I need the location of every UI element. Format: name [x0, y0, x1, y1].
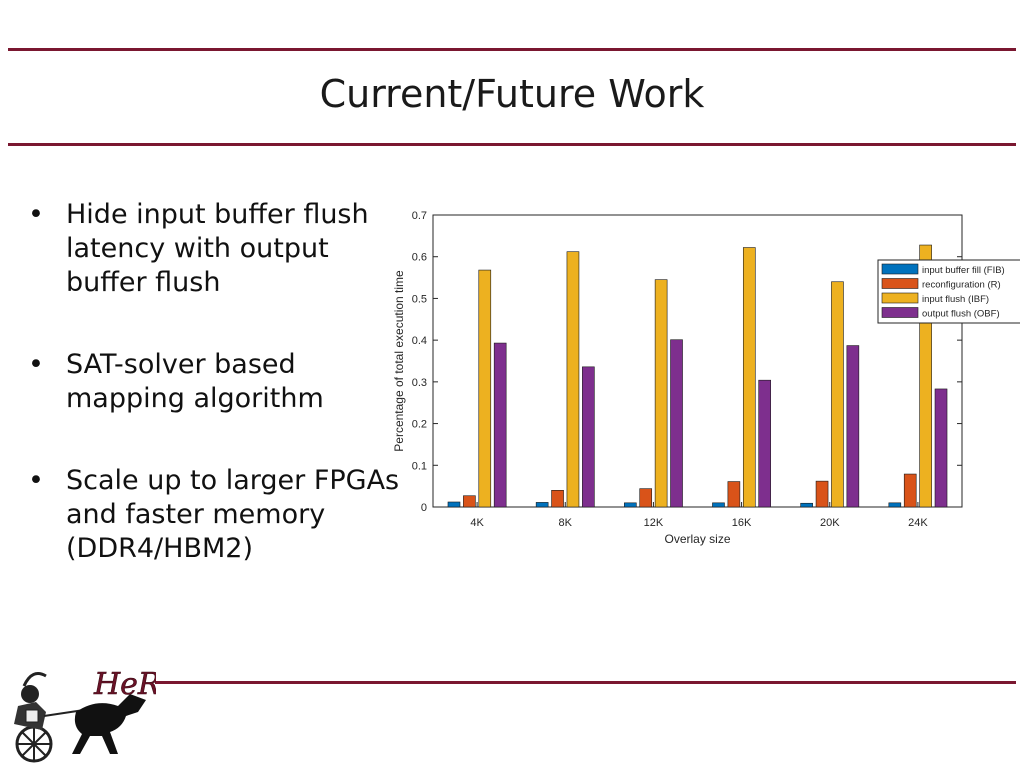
bar [624, 502, 637, 508]
bullet-item: • Hide input buffer flush latency with ou… [28, 198, 408, 300]
x-axis-label: Overlay size [664, 532, 730, 546]
page-title: Current/Future Work [319, 72, 705, 116]
x-tick-label: 12K [644, 517, 664, 529]
bullet-marker: • [28, 199, 44, 230]
legend-swatch [881, 307, 919, 318]
herc-logo: HeRC [14, 667, 156, 763]
bar [742, 247, 756, 508]
legend-swatch [881, 292, 919, 304]
bar [670, 339, 683, 508]
legend-label: reconfiguration (R) [922, 280, 1001, 291]
bar [654, 279, 668, 508]
legend-swatch [881, 278, 919, 289]
bullet-item: • SAT-solver based mapping algorithm [28, 348, 408, 416]
bar [831, 281, 844, 508]
bottom-rule [155, 681, 1016, 684]
bullet-list: • Hide input buffer flush latency with ou… [28, 198, 408, 614]
bullet-marker: • [28, 465, 44, 496]
y-tick-label: 0 [421, 502, 427, 514]
bullet-text: Scale up to larger FPGAs and faster memo… [66, 465, 400, 564]
bar [903, 473, 917, 508]
bar [815, 480, 829, 508]
legend-label: input buffer fill (FIB) [922, 265, 1005, 276]
top-rule [8, 48, 1016, 51]
bullet-text: SAT-solver based mapping algorithm [66, 349, 324, 414]
y-axis-label: Percentage of total execution time [392, 270, 406, 452]
bar [447, 501, 461, 508]
bar [639, 488, 653, 508]
bar [727, 481, 741, 508]
x-tick-label: 20K [820, 517, 840, 529]
plot-area [432, 214, 963, 508]
bar [846, 345, 860, 508]
x-tick-label: 24K [908, 517, 928, 529]
bullet-text: Hide input buffer flush latency with out… [66, 199, 369, 298]
bar [535, 502, 549, 508]
bar [551, 490, 564, 508]
y-tick-label: 0.7 [412, 210, 427, 222]
bar [934, 388, 948, 508]
x-tick-label: 16K [732, 517, 752, 529]
bar [566, 251, 580, 508]
chariot-horse-icon [14, 672, 146, 763]
legend-label: output flush (OBF) [922, 309, 1000, 320]
logo-text: HeRC [93, 667, 156, 702]
bar [712, 502, 725, 508]
bullet-item: • Scale up to larger FPGAs and faster mem… [28, 464, 408, 566]
bullet-marker: • [28, 349, 44, 380]
bar [582, 366, 595, 508]
bar [800, 502, 813, 508]
bar [888, 502, 902, 508]
y-tick-label: 0.3 [412, 377, 427, 389]
bar [463, 495, 476, 508]
y-tick-label: 0.6 [412, 252, 427, 264]
bar-chart: 0 0.1 0.2 0.3 0.4 0.5 0.6 0.7 4K 8K 12K 16K 20K 24K Ov… [392, 210, 1020, 546]
bar [478, 269, 492, 508]
y-tick-label: 0.5 [412, 293, 427, 305]
y-tick-label: 0.2 [412, 419, 427, 431]
y-tick-label: 0.4 [412, 335, 427, 347]
legend-swatch [881, 263, 919, 275]
x-tick-label: 8K [559, 517, 573, 529]
bar [493, 342, 507, 508]
title-rule [8, 143, 1016, 146]
legend-label: input flush (IBF) [922, 294, 989, 305]
y-tick-label: 0.1 [412, 460, 427, 472]
bar [758, 379, 771, 508]
x-tick-label: 4K [470, 517, 484, 529]
